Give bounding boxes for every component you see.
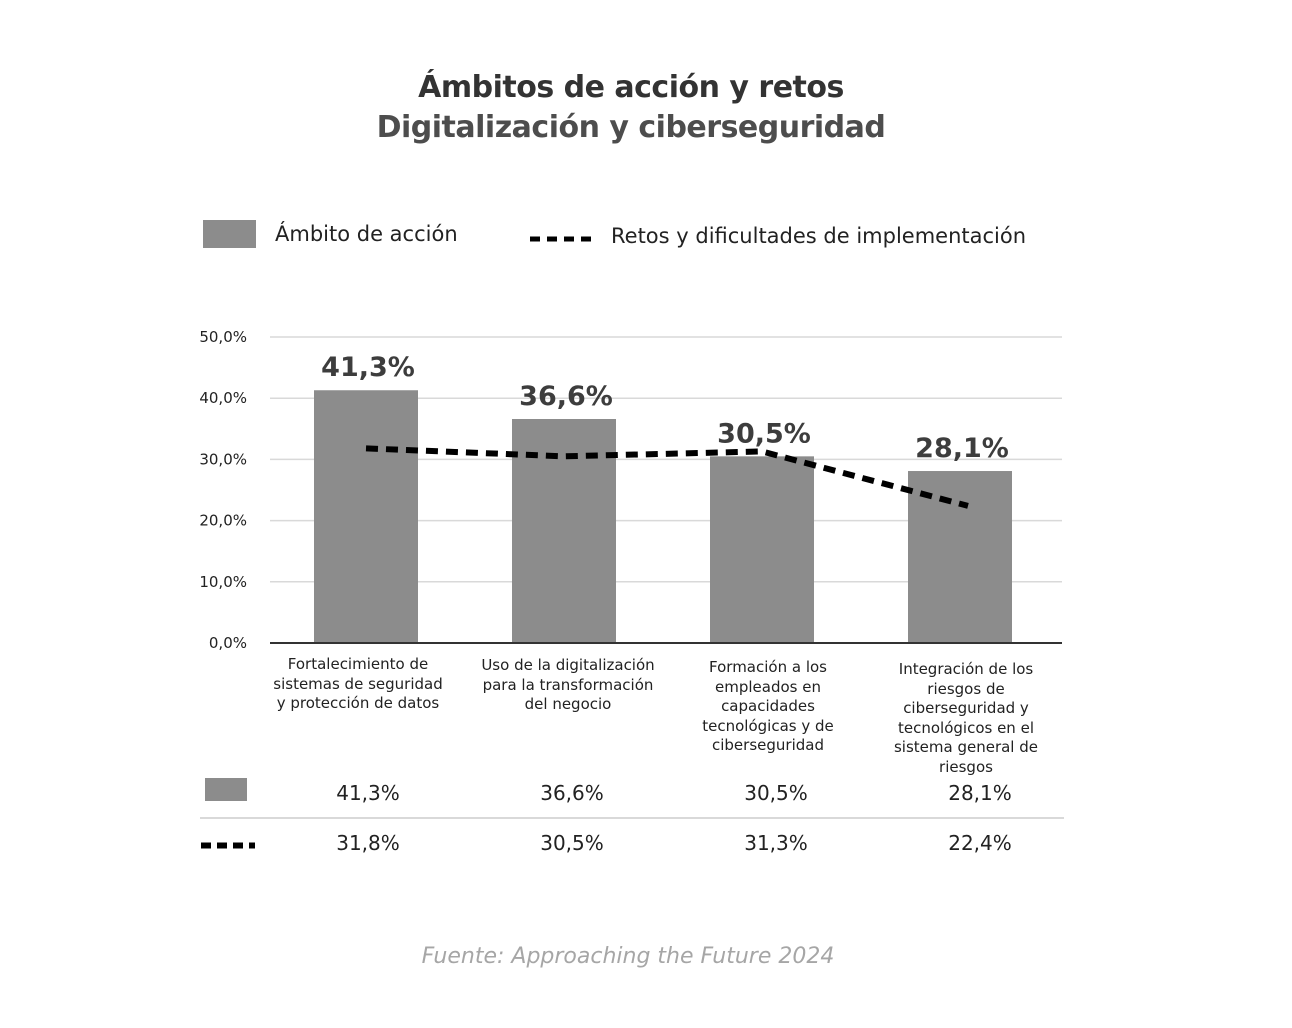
table-line-swatch [201,842,255,849]
legend-line-swatch [530,236,592,242]
category-label-1: Fortalecimiento de sistemas de seguridad… [273,655,443,712]
y-tick-label: 50,0% [199,328,247,346]
chart-title: Ámbitos de acción y retos [418,70,844,105]
legend-line-label: Retos y dificultades de implementación [611,224,1027,248]
table-line-value-2: 30,5% [540,831,604,855]
table-bar-value-4: 28,1% [948,781,1012,805]
table-bar-value-1: 41,3% [336,781,400,805]
bar-value-label: 28,1% [915,433,1009,464]
line-series [365,445,969,509]
bar [908,471,1012,643]
chart-subtitle: Digitalización y ciberseguridad [376,110,886,145]
bar-value-label: 41,3% [321,352,415,383]
category-label-4: Integración de los riesgos de cibersegur… [893,660,1038,776]
category-label-2: Uso de la digitalización para la transfo… [481,656,655,713]
table-bar-value-3: 30,5% [744,781,808,805]
source-note: Fuente: Approaching the Future 2024 [421,944,835,969]
table-line-value-1: 31,8% [336,831,400,855]
bar [314,390,418,643]
table-bar-value-2: 36,6% [540,781,604,805]
table-line-value-4: 22,4% [948,831,1012,855]
table-bar-swatch [205,778,247,801]
y-tick-label: 20,0% [199,512,247,530]
table-line-value-3: 31,3% [744,831,808,855]
category-label-3: Formación a los empleados en capacidades… [702,658,834,754]
bar-value-label: 36,6% [519,381,613,412]
legend-bar-label: Ámbito de acción [275,222,458,246]
bar [710,456,814,643]
bar-value-label: 30,5% [717,418,811,449]
y-tick-label: 10,0% [199,573,247,591]
legend-bar-swatch [203,220,256,248]
y-tick-label: 0,0% [209,634,247,652]
table-divider [200,817,1064,819]
y-tick-label: 40,0% [199,389,247,407]
y-tick-label: 30,0% [199,450,247,468]
